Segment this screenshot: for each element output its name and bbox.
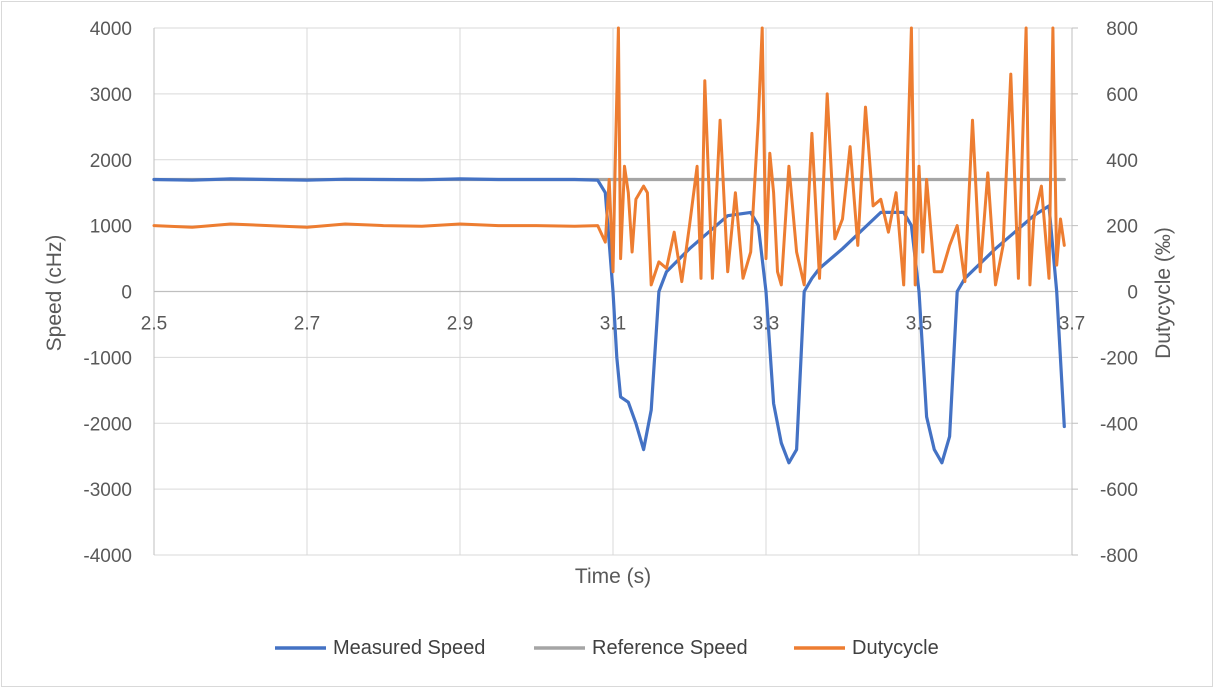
legend-item-measured-speed: Measured Speed: [275, 637, 485, 659]
legend-label-dutycycle: Dutycycle: [852, 637, 939, 659]
x-tick-label: 3.5: [906, 314, 932, 335]
y2-tick-label: -800: [1100, 546, 1138, 567]
legend-label-measured-speed: Measured Speed: [333, 637, 485, 659]
y-tick-label: 1000: [90, 217, 132, 238]
y2-tick-label: -600: [1100, 480, 1138, 501]
y-tick-label: -3000: [83, 480, 132, 501]
y-tick-label: -4000: [83, 546, 132, 567]
y2-tick-label: 0: [1127, 283, 1138, 304]
y2-tick-label: -200: [1100, 348, 1138, 369]
y-axis-title: Speed (cHz): [43, 235, 66, 352]
legend: Measured Speed Reference Speed Dutycycle: [275, 637, 939, 659]
x-tick-label: 2.7: [294, 314, 320, 335]
x-tick-label: 3.3: [753, 314, 779, 335]
y-tick-label: 3000: [90, 85, 132, 106]
series-layer: [152, 26, 1066, 465]
series-line-dutycycle: [152, 26, 1066, 287]
y-tick-label: 4000: [90, 19, 132, 40]
x-tick-label: 2.9: [447, 314, 473, 335]
y2-tick-label: 200: [1106, 217, 1138, 238]
y-tick-label: 2000: [90, 151, 132, 172]
series-line-measured-speed: [152, 177, 1066, 465]
y2-tick-label: 800: [1106, 19, 1138, 40]
y2-tick-label: 400: [1106, 151, 1138, 172]
y-tick-label: -1000: [83, 348, 132, 369]
y-tick-label: 0: [121, 283, 132, 304]
y2-tick-label: 600: [1106, 85, 1138, 106]
x-tick-label: 2.5: [141, 314, 167, 335]
y2-axis-title: Dutycycle (‰): [1152, 227, 1175, 359]
x-axis-title: Time (s): [575, 565, 651, 588]
legend-item-reference-speed: Reference Speed: [534, 637, 748, 659]
x-tick-label: 3.7: [1059, 314, 1085, 335]
y-tick-label: -2000: [83, 414, 132, 435]
legend-label-reference-speed: Reference Speed: [592, 637, 748, 659]
x-tick-label: 3.1: [600, 314, 626, 335]
legend-item-dutycycle: Dutycycle: [794, 637, 939, 659]
y2-tick-label: -400: [1100, 414, 1138, 435]
